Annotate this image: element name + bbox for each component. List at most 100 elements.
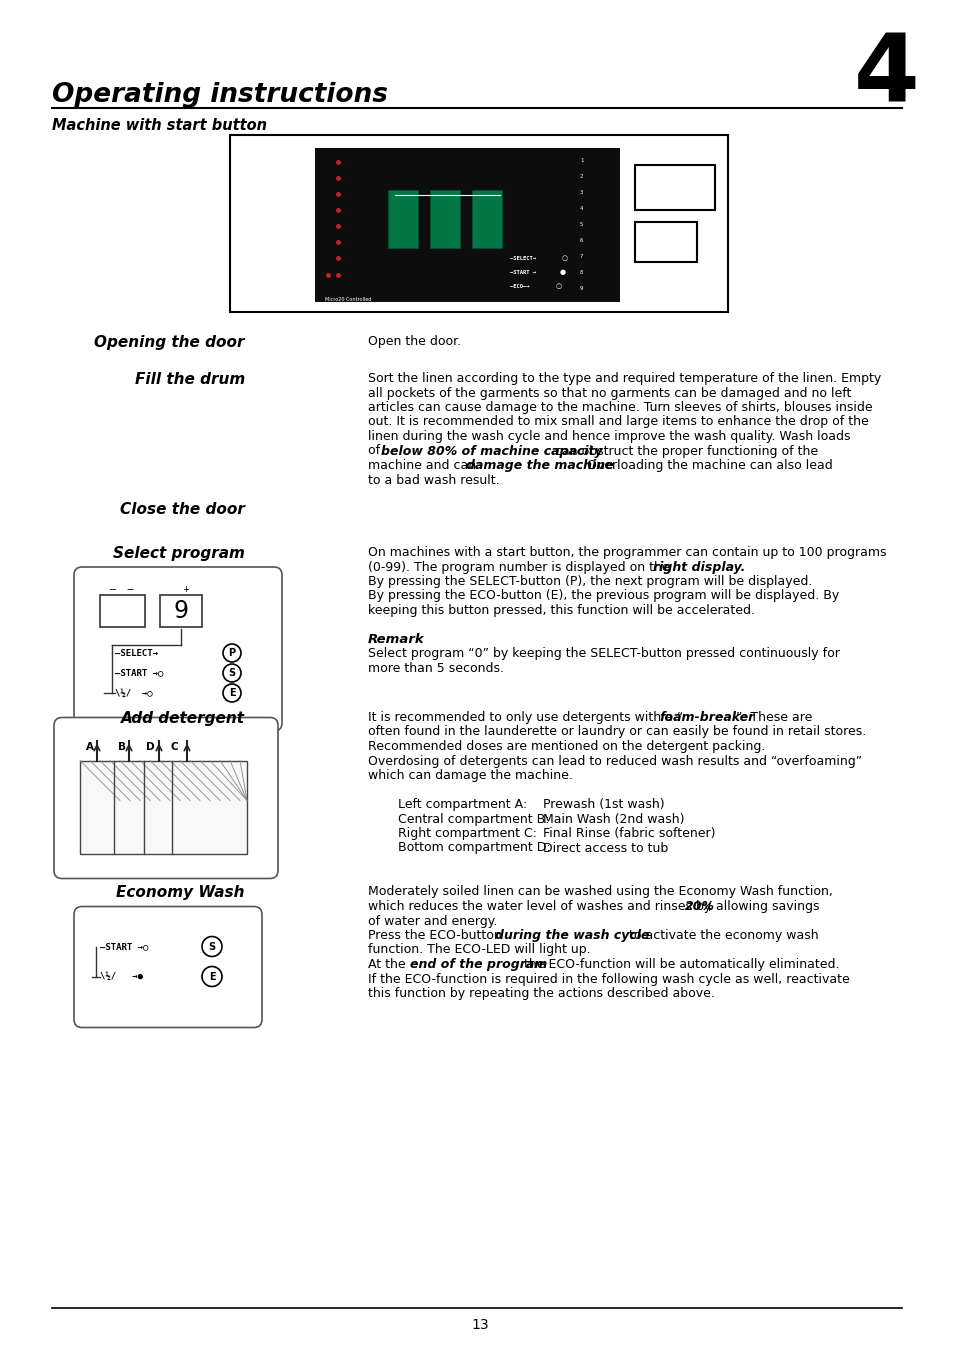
Text: below 80% of machine capacity: below 80% of machine capacity	[380, 444, 602, 458]
Bar	[388, 190, 417, 249]
Text: Economy Wash: Economy Wash	[116, 885, 245, 901]
Text: ○: ○	[561, 255, 568, 261]
Text: the ECO-function will be automatically eliminated.: the ECO-function will be automatically e…	[519, 958, 839, 971]
Text: Add detergent: Add detergent	[121, 711, 245, 725]
Text: 9: 9	[579, 285, 582, 290]
Text: all pockets of the garments so that no garments can be damaged and no left: all pockets of the garments so that no g…	[368, 386, 850, 400]
Text: Central compartment B:: Central compartment B:	[397, 812, 549, 825]
Text: On machines with a start button, the programmer can contain up to 100 programs: On machines with a start button, the pro…	[368, 546, 885, 559]
Text: Micro20 Controlled: Micro20 Controlled	[325, 297, 371, 303]
Text: Select program: Select program	[113, 546, 245, 561]
Text: P: P	[228, 648, 235, 658]
Text: right display.: right display.	[652, 561, 744, 574]
Text: 9: 9	[173, 598, 189, 623]
Text: D: D	[146, 743, 154, 753]
Text: —START →○: —START →○	[100, 942, 149, 951]
Text: E: E	[229, 688, 235, 698]
Text: E: E	[209, 971, 215, 981]
Text: Prewash (1st wash): Prewash (1st wash)	[542, 798, 664, 811]
Text: damage the machine: damage the machine	[465, 459, 613, 471]
Text: ●: ●	[559, 269, 565, 276]
Text: Sort the linen according to the type and required temperature of the linen. Empt: Sort the linen according to the type and…	[368, 372, 881, 385]
Text: It is recommended to only use detergents with a “: It is recommended to only use detergents…	[368, 711, 682, 724]
Text: Fill the drum: Fill the drum	[134, 372, 245, 386]
FancyBboxPatch shape	[74, 907, 262, 1028]
Text: Select program “0” by keeping the SELECT-button pressed continuously for: Select program “0” by keeping the SELECT…	[368, 647, 839, 661]
Text: more than 5 seconds.: more than 5 seconds.	[368, 662, 503, 676]
Text: of: of	[368, 444, 384, 458]
Text: (0-99). The program number is displayed on the: (0-99). The program number is displayed …	[368, 561, 673, 574]
Text: Moderately soiled linen can be washed using the Economy Wash function,: Moderately soiled linen can be washed us…	[368, 885, 832, 898]
Text: Direct access to tub: Direct access to tub	[542, 842, 667, 854]
Text: can obstruct the proper functioning of the: can obstruct the proper functioning of t…	[551, 444, 818, 458]
Text: C: C	[170, 743, 177, 753]
Text: . Overloading the machine can also lead: . Overloading the machine can also lead	[578, 459, 832, 471]
Text: 2: 2	[579, 173, 582, 178]
Text: which can damage the machine.: which can damage the machine.	[368, 769, 572, 782]
Text: 6: 6	[579, 238, 582, 242]
Text: 20%: 20%	[684, 900, 714, 913]
Bar	[635, 165, 714, 209]
Text: to a bad wash result.: to a bad wash result.	[368, 473, 499, 486]
Text: out. It is recommended to mix small and large items to enhance the drop of the: out. It is recommended to mix small and …	[368, 416, 868, 428]
Bar	[80, 761, 247, 854]
Text: By pressing the SELECT-button (P), the next program will be displayed.: By pressing the SELECT-button (P), the n…	[368, 576, 812, 588]
Bar	[635, 222, 697, 262]
Text: Main Wash (2nd wash): Main Wash (2nd wash)	[542, 812, 684, 825]
Text: —START →: —START →	[510, 269, 536, 274]
Text: Recommended doses are mentioned on the detergent packing.: Recommended doses are mentioned on the d…	[368, 740, 764, 753]
Text: keeping this button pressed, this function will be accelerated.: keeping this button pressed, this functi…	[368, 604, 754, 617]
FancyBboxPatch shape	[74, 567, 282, 731]
Bar	[230, 135, 727, 312]
Text: B: B	[118, 743, 126, 753]
Text: ”. These are: ”. These are	[735, 711, 812, 724]
Text: ○: ○	[556, 282, 561, 289]
Text: 4: 4	[853, 30, 919, 122]
Text: Overdosing of detergents can lead to reduced wash results and “overfoaming”: Overdosing of detergents can lead to red…	[368, 754, 862, 767]
Text: —SELECT→: —SELECT→	[510, 255, 536, 261]
Text: linen during the wash cycle and hence improve the wash quality. Wash loads: linen during the wash cycle and hence im…	[368, 430, 850, 443]
Text: Remark: Remark	[368, 634, 424, 646]
Text: end of the program: end of the program	[410, 958, 547, 971]
Text: 8: 8	[579, 269, 582, 274]
Text: —ECO—→: —ECO—→	[510, 284, 529, 289]
Text: Right compartment C:: Right compartment C:	[397, 827, 537, 840]
Text: +: +	[172, 584, 190, 594]
Text: often found in the launderette or laundry or can easily be found in retail store: often found in the launderette or laundr…	[368, 725, 865, 739]
Text: articles can cause damage to the machine. Turn sleeves of shirts, blouses inside: articles can cause damage to the machine…	[368, 401, 872, 413]
Text: Press the ECO-button: Press the ECO-button	[368, 929, 505, 942]
Bar	[314, 149, 619, 303]
Text: foam-breaker: foam-breaker	[659, 711, 754, 724]
Text: , allowing savings: , allowing savings	[707, 900, 819, 913]
Text: \½/  →○: \½/ →○	[115, 689, 152, 697]
Text: Close the door: Close the door	[120, 503, 245, 517]
Text: \½/   →●: \½/ →●	[100, 971, 143, 981]
Text: A: A	[86, 743, 94, 753]
Text: machine and can: machine and can	[368, 459, 479, 471]
Text: Opening the door: Opening the door	[94, 335, 245, 350]
Text: 5: 5	[579, 222, 582, 227]
Text: 4: 4	[579, 205, 582, 211]
Text: 7: 7	[579, 254, 582, 258]
Text: —SELECT→: —SELECT→	[115, 648, 158, 658]
Text: At the: At the	[368, 958, 409, 971]
Text: S: S	[228, 667, 235, 678]
Text: to activate the economy wash: to activate the economy wash	[624, 929, 818, 942]
Text: which reduces the water level of washes and rinses by: which reduces the water level of washes …	[368, 900, 715, 913]
Text: By pressing the ECO-button (E), the previous program will be displayed. By: By pressing the ECO-button (E), the prev…	[368, 589, 839, 603]
Text: during the wash cycle: during the wash cycle	[495, 929, 649, 942]
Text: 3: 3	[579, 189, 582, 195]
Text: Bottom compartment D:: Bottom compartment D:	[397, 842, 550, 854]
Text: this function by repeating the actions described above.: this function by repeating the actions d…	[368, 988, 714, 1000]
Text: 13: 13	[471, 1319, 488, 1332]
Bar	[430, 190, 459, 249]
Text: Operating instructions: Operating instructions	[52, 82, 388, 108]
Text: —  —: — —	[111, 584, 133, 594]
Text: Open the door.: Open the door.	[368, 335, 460, 349]
Text: 1: 1	[579, 158, 582, 162]
Bar	[100, 594, 145, 627]
Text: Left compartment A:: Left compartment A:	[397, 798, 527, 811]
Text: —START →○: —START →○	[115, 669, 163, 677]
FancyBboxPatch shape	[54, 717, 277, 878]
Text: function. The ECO-LED will light up.: function. The ECO-LED will light up.	[368, 943, 590, 957]
